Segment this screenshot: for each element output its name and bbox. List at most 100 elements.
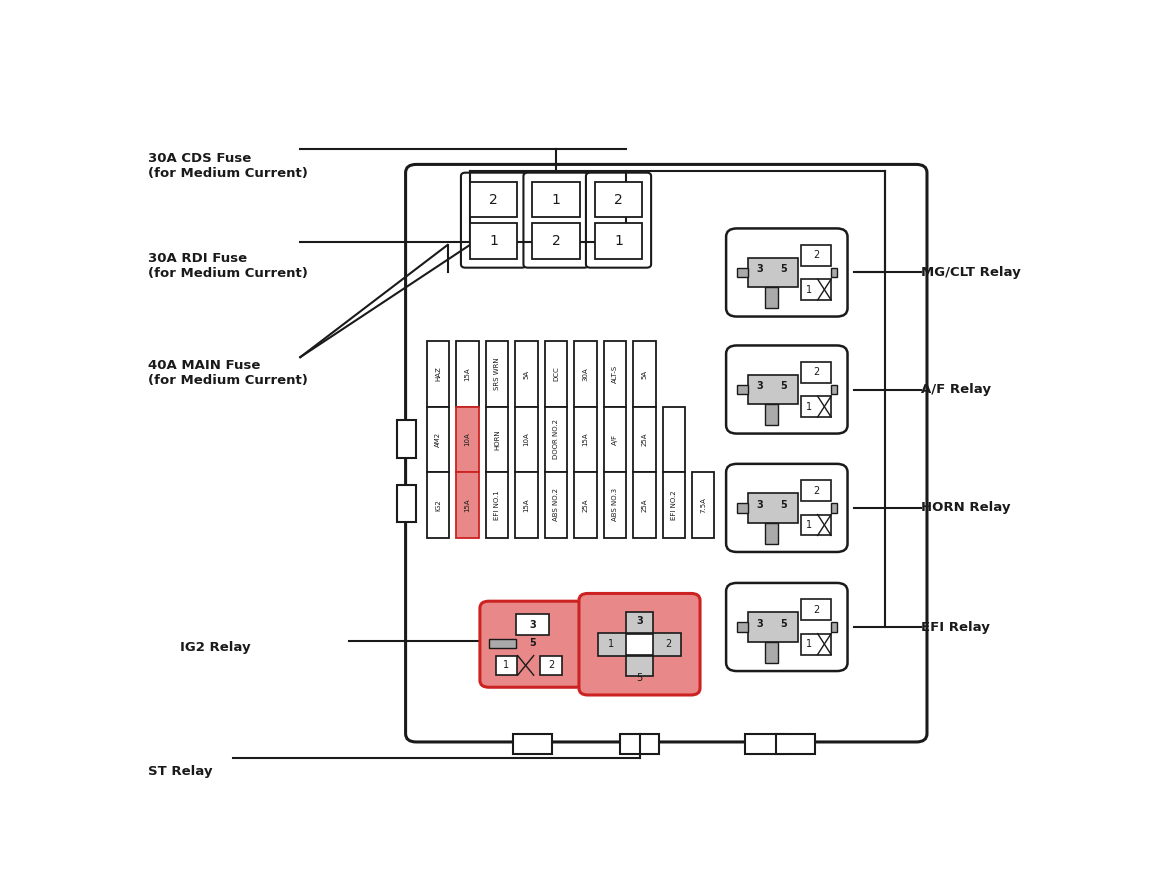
Bar: [692, 472, 714, 537]
Bar: [737, 622, 748, 632]
Text: 1: 1: [552, 192, 561, 207]
Bar: [545, 342, 567, 407]
Bar: [516, 614, 550, 635]
Bar: [748, 375, 797, 404]
Bar: [488, 638, 516, 648]
Text: 2: 2: [614, 192, 623, 207]
Text: EFI Relay: EFI Relay: [920, 620, 990, 634]
Bar: [748, 612, 797, 642]
Bar: [831, 384, 836, 394]
Bar: [456, 407, 479, 472]
Text: 30A CDS Fuse
(for Medium Current): 30A CDS Fuse (for Medium Current): [149, 152, 309, 180]
Text: 15A: 15A: [464, 367, 471, 381]
Text: 3: 3: [757, 500, 763, 510]
Text: 5: 5: [780, 381, 787, 392]
Text: 1: 1: [490, 234, 498, 248]
Bar: [801, 396, 831, 417]
Bar: [831, 267, 836, 277]
Text: DOOR NO.2: DOOR NO.2: [553, 419, 559, 460]
Bar: [737, 267, 748, 277]
Text: 1: 1: [614, 234, 623, 248]
Bar: [801, 634, 831, 654]
Bar: [427, 407, 449, 472]
Bar: [765, 404, 779, 426]
Bar: [801, 279, 831, 300]
Text: 30A: 30A: [583, 367, 589, 381]
Bar: [470, 223, 517, 258]
Text: ALT-S: ALT-S: [612, 365, 617, 384]
FancyBboxPatch shape: [406, 164, 927, 742]
Text: 3: 3: [757, 619, 763, 628]
Bar: [801, 245, 831, 266]
Text: 3: 3: [757, 381, 763, 392]
Text: A/F: A/F: [612, 434, 617, 445]
Text: ST Relay: ST Relay: [149, 764, 213, 778]
Bar: [737, 503, 748, 513]
Text: 5: 5: [636, 673, 643, 683]
FancyBboxPatch shape: [586, 173, 651, 267]
FancyBboxPatch shape: [480, 601, 585, 687]
Bar: [515, 342, 538, 407]
Bar: [575, 342, 597, 407]
Text: 3: 3: [636, 616, 643, 626]
Text: 1: 1: [607, 639, 614, 649]
Bar: [737, 384, 748, 394]
Bar: [470, 181, 517, 217]
Text: DCC: DCC: [553, 367, 559, 382]
Text: 2: 2: [813, 250, 819, 260]
Text: 1: 1: [503, 661, 509, 670]
Text: 2: 2: [548, 661, 554, 670]
Bar: [575, 472, 597, 537]
Bar: [634, 407, 655, 472]
Text: 2: 2: [552, 234, 560, 248]
Bar: [634, 342, 655, 407]
Text: ABS NO.3: ABS NO.3: [612, 488, 617, 521]
Bar: [748, 257, 797, 287]
Bar: [515, 407, 538, 472]
FancyBboxPatch shape: [726, 229, 848, 316]
Bar: [801, 600, 831, 620]
Text: 1: 1: [806, 401, 812, 411]
Bar: [396, 485, 416, 522]
Bar: [831, 503, 836, 513]
Text: 2: 2: [665, 639, 672, 649]
Text: 5A: 5A: [642, 369, 647, 378]
Text: 30A RDI Fuse
(for Medium Current): 30A RDI Fuse (for Medium Current): [149, 252, 309, 280]
Text: 7.5A: 7.5A: [700, 497, 706, 513]
Text: 40A MAIN Fuse
(for Medium Current): 40A MAIN Fuse (for Medium Current): [149, 358, 309, 386]
Text: 25A: 25A: [583, 498, 589, 511]
Text: 25A: 25A: [642, 433, 647, 446]
Bar: [515, 472, 538, 537]
Bar: [604, 342, 627, 407]
Text: 2: 2: [813, 367, 819, 377]
Text: EFI NO.1: EFI NO.1: [494, 490, 500, 519]
Bar: [801, 515, 831, 536]
FancyBboxPatch shape: [579, 594, 700, 695]
FancyBboxPatch shape: [726, 464, 848, 552]
Text: 2: 2: [490, 192, 498, 207]
Text: HAZ: HAZ: [435, 367, 441, 382]
Text: EFI NO.2: EFI NO.2: [670, 490, 677, 519]
Text: 10A: 10A: [523, 433, 530, 446]
Text: IG2 Relay: IG2 Relay: [180, 641, 250, 654]
Text: 5: 5: [780, 265, 787, 274]
Text: 3: 3: [757, 265, 763, 274]
Bar: [662, 407, 685, 472]
Bar: [532, 223, 579, 258]
Bar: [545, 407, 567, 472]
Text: IG2: IG2: [435, 499, 441, 510]
Bar: [604, 472, 627, 537]
Bar: [626, 634, 653, 654]
Bar: [456, 472, 479, 537]
FancyBboxPatch shape: [461, 173, 526, 267]
Bar: [545, 472, 567, 537]
Bar: [765, 642, 779, 662]
Text: HORN Relay: HORN Relay: [920, 502, 1010, 514]
Bar: [604, 407, 627, 472]
Bar: [801, 362, 831, 383]
Text: AM2: AM2: [435, 432, 441, 447]
Bar: [626, 612, 653, 677]
Bar: [765, 287, 779, 308]
Bar: [620, 734, 659, 755]
Bar: [748, 493, 797, 523]
